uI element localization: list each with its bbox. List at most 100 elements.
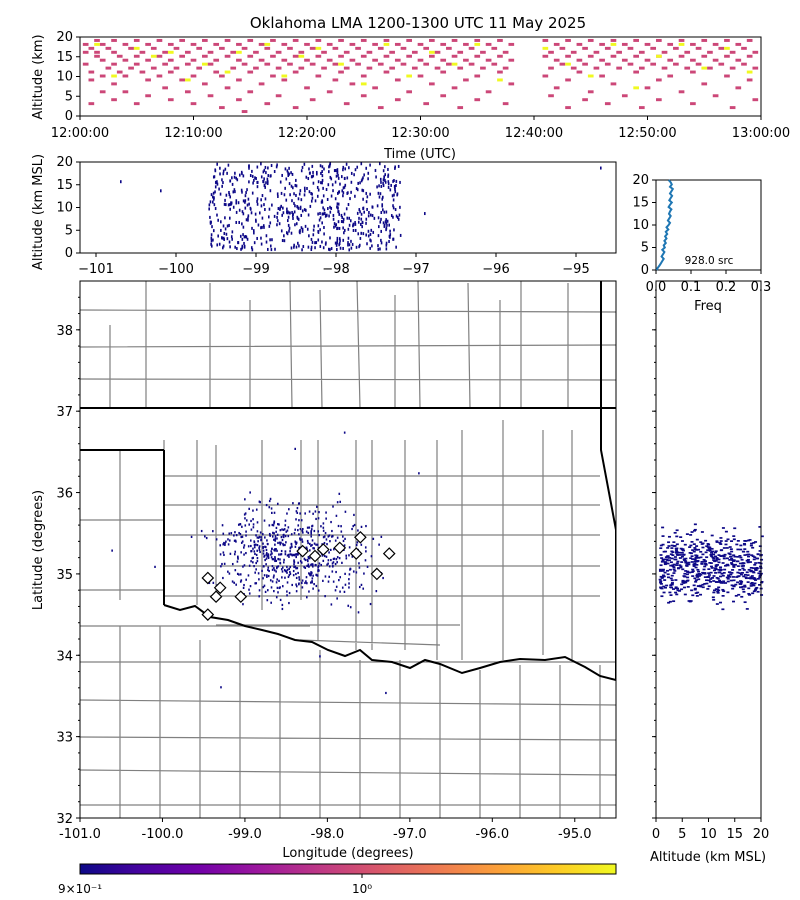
plan-view-point (258, 595, 261, 598)
plan-view-point (345, 557, 348, 560)
plan-view-point (284, 519, 287, 522)
lon-alt-point (243, 245, 246, 249)
lon-alt-point (361, 188, 364, 192)
oklahoma-panhandle-border (80, 449, 165, 605)
alt-lat-point (753, 589, 757, 591)
time-height-cell (326, 58, 333, 62)
alt-lat-point (719, 568, 723, 571)
lon-alt-point (385, 210, 388, 214)
lon-alt-point (339, 246, 342, 250)
lon-alt-point (382, 169, 385, 173)
plan-view-point (227, 538, 229, 541)
lon-alt-point (297, 217, 300, 221)
time-height-cell (298, 66, 305, 70)
time-height-cell (650, 46, 657, 50)
time-height-cell (565, 78, 571, 82)
alt-lat-point (719, 555, 723, 557)
plan-view-point (222, 532, 225, 535)
alt-lat-point (681, 581, 685, 583)
plan-view-point (256, 549, 259, 552)
plan-view-point (243, 544, 246, 547)
alt-lat-point (667, 541, 671, 544)
time-height-cell (468, 46, 475, 50)
time-height-cell (332, 78, 339, 82)
time-height-cell (133, 62, 140, 66)
time-height-cell (559, 62, 566, 66)
alt-lat-point (711, 550, 715, 553)
lon-alt-point (276, 223, 278, 227)
alt-lat-point (686, 586, 690, 588)
alt-lat-point (679, 547, 683, 550)
alt-lat-point (692, 543, 696, 545)
alt-lat-point (732, 564, 736, 566)
plan-view-point (239, 573, 242, 576)
lon-alt-point (311, 192, 313, 196)
plan-view-point (311, 543, 313, 547)
time-height-cell (729, 50, 736, 54)
time-height-cell-high (264, 42, 271, 46)
lon-alt-point (291, 214, 294, 218)
latitude-tick-label: 35 (56, 568, 73, 583)
plan-view-point (307, 531, 310, 535)
plan-view-point (307, 557, 310, 560)
plan-view-point (234, 569, 237, 572)
lon-alt-point (252, 181, 254, 185)
alt-lat-point (721, 582, 725, 584)
lon-alt-point (379, 247, 381, 251)
lon-alt-point (382, 221, 385, 225)
lon-alt-point (222, 224, 225, 228)
alt-lat-point (697, 578, 701, 581)
lon-alt-xtick-label: −99 (242, 262, 269, 277)
lon-alt-point (279, 206, 282, 210)
alt-lat-point (675, 529, 679, 532)
plan-view-point (310, 530, 313, 533)
time-height-cell (502, 102, 509, 106)
plan-view-point (264, 545, 266, 548)
alt-lat-point (717, 581, 721, 583)
lon-alt-point (290, 171, 292, 175)
lon-alt-point (361, 221, 364, 225)
lon-alt-point (238, 220, 240, 224)
lma-station-marker (296, 544, 309, 558)
county-boundaries (80, 281, 616, 818)
lon-alt-point (225, 232, 228, 236)
alt-lat-point (678, 554, 682, 556)
map-area (80, 281, 616, 818)
alt-lat-point (665, 569, 669, 572)
lon-alt-point (281, 213, 283, 217)
plan-view-point (264, 590, 267, 594)
plan-view-point (331, 570, 334, 573)
alt-lat-point (680, 583, 684, 586)
plan-view-point (310, 528, 313, 531)
lon-alt-point (228, 223, 230, 227)
plan-view-point (365, 550, 367, 553)
lon-alt-point (307, 177, 310, 181)
plan-view-point (221, 524, 224, 527)
lon-alt-point (387, 182, 390, 186)
histogram-xlabel: Freq (694, 299, 722, 314)
time-height-cell (236, 78, 242, 82)
alt-lat-point (751, 570, 755, 573)
plan-view-point (322, 559, 325, 562)
plan-view-point (231, 562, 234, 566)
alt-lat-point (710, 567, 714, 569)
longitude-tick-label: -95.0 (558, 827, 592, 842)
alt-lat-point (712, 559, 716, 561)
plan-view-point (343, 544, 346, 547)
time-height-ytick-label: 10 (56, 70, 73, 85)
plan-view-point (252, 556, 255, 559)
time-height-cell (621, 94, 628, 98)
lon-alt-points (120, 162, 602, 252)
lon-alt-point (303, 186, 306, 190)
alt-lat-point (664, 550, 668, 553)
lon-alt-point (211, 200, 214, 204)
plan-view-point (270, 507, 273, 510)
lon-alt-point (261, 194, 264, 198)
time-height-panel: 12:00:00 12:10:00 12:20:00 12:30:00 12:40:00… (31, 30, 790, 162)
plan-view-point (247, 574, 250, 577)
alt-lat-point (663, 579, 667, 581)
alt-lat-point (716, 590, 720, 593)
alt-lat-point (705, 545, 709, 548)
time-height-cell (417, 42, 424, 46)
lon-alt-point (366, 195, 369, 199)
